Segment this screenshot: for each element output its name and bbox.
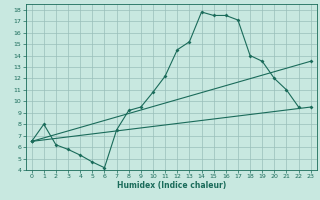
X-axis label: Humidex (Indice chaleur): Humidex (Indice chaleur) (116, 181, 226, 190)
